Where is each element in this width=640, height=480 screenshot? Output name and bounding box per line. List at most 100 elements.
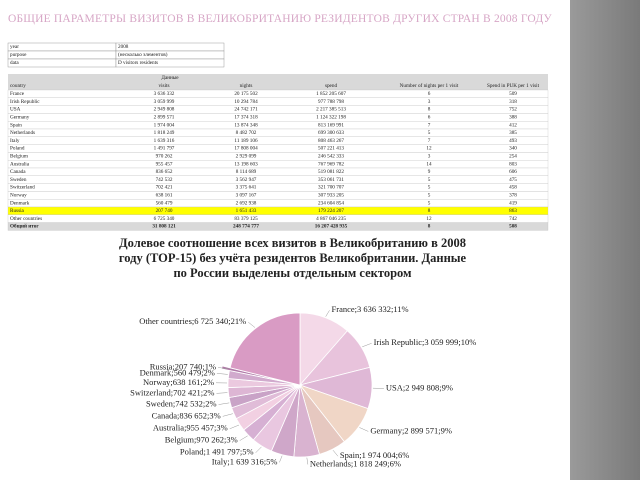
cell: 458: [509, 185, 517, 191]
column-header: Number of nights per 1 visit: [400, 82, 459, 89]
leader-line: [239, 435, 248, 441]
cell: 493: [509, 138, 517, 144]
cell: 3 375 641: [236, 185, 257, 191]
row-label: Общий итог: [10, 223, 39, 230]
cell: 8 114 689: [236, 169, 257, 175]
side-strip: [570, 0, 640, 480]
cell: 318: [509, 99, 517, 105]
group-header: Данные: [161, 75, 179, 81]
slice-label: Norway;638 161;2%: [143, 377, 214, 387]
cell: 5: [428, 177, 431, 183]
cell: 5: [428, 130, 431, 136]
row-label: Belgium: [10, 153, 28, 159]
cell: 606: [509, 169, 517, 175]
column-header: spend: [325, 83, 338, 89]
cell: 808 463 267: [318, 138, 344, 144]
table-row: [7, 206, 549, 215]
filter-cell: [115, 58, 225, 68]
cell: 3 097 167: [236, 192, 257, 198]
cell: 638 161: [156, 192, 173, 198]
cell: 813 169 991: [318, 122, 344, 128]
cell: 2 949 808: [154, 107, 175, 113]
table-row: [7, 97, 549, 106]
cell: 1 124 322 198: [316, 114, 346, 120]
cell: 2 929 099: [236, 153, 257, 159]
cell: 6 725 340: [154, 216, 175, 222]
leader-line: [362, 343, 372, 348]
cell: 10 294 784: [234, 99, 258, 105]
row-label: Italy: [10, 138, 20, 144]
chart-title: Долевое соотношение всех визитов в Велик…: [118, 236, 467, 280]
cell: 507 221 413: [318, 146, 344, 152]
row-label: Australia: [10, 161, 30, 167]
cell: 742 532: [156, 177, 173, 183]
cell: 1 818 249: [154, 130, 175, 136]
slice-label: Russia;207 740;1%: [150, 361, 216, 371]
cell: 378: [509, 192, 517, 198]
slice-label: Germany;2 899 571;9%: [370, 425, 452, 435]
cell: 24 742 171: [234, 107, 258, 113]
cell: 3 636 332: [154, 91, 175, 97]
cell: 519 081 822: [318, 169, 344, 175]
cell: 8: [428, 107, 431, 113]
slice-label: Canada;836 652;3%: [152, 410, 221, 420]
cell: 1 852 205 607: [316, 91, 346, 97]
cell: 13 874 348: [234, 122, 258, 128]
filter-value: (несколько элементов): [118, 51, 168, 58]
cell: 3 562 947: [236, 177, 257, 183]
leader-line: [248, 321, 256, 328]
cell: 254: [509, 153, 517, 159]
leader-line: [229, 424, 240, 430]
filter-value: D visitors residents: [118, 60, 158, 66]
cell: 1 974 004: [154, 122, 175, 128]
cell: 12: [426, 146, 432, 152]
leader-line: [325, 310, 330, 317]
slice-label: Irish Republic;3 059 999;10%: [374, 337, 477, 347]
cell: 702 421: [156, 185, 173, 191]
cell: 17 808 004: [234, 146, 258, 152]
cell: 6: [428, 91, 431, 97]
table-row: [7, 183, 549, 192]
cell: 16 207 428 935: [315, 224, 348, 230]
leader-line: [279, 455, 283, 463]
slice-label: Netherlands;1 818 249;6%: [310, 458, 401, 468]
cell: 83 379 125: [234, 216, 258, 222]
table-header-bg: [8, 74, 548, 90]
slice-label: Italy;1 639 316;5%: [212, 456, 278, 466]
table-row: [7, 152, 549, 161]
leader-line: [359, 427, 369, 432]
slice-label: Australia;955 457;3%: [153, 423, 228, 433]
cell: 246 542 333: [318, 153, 344, 159]
row-label: Canada: [10, 169, 26, 175]
cell: 353 061 731: [318, 177, 344, 183]
cell: 14: [426, 161, 432, 167]
cell: 8: [428, 224, 431, 230]
cell: 1 639 316: [154, 138, 175, 144]
filter-value: 2008: [118, 44, 129, 50]
cell: 3: [428, 153, 431, 159]
cell: 560 479: [156, 200, 173, 206]
cell: 1 651 433: [236, 208, 257, 214]
cell: 7: [428, 138, 431, 144]
row-label: Germany: [10, 114, 30, 120]
cell: 699 300 633: [318, 130, 344, 136]
row-label: Switzerland: [10, 185, 35, 191]
cell: 767 969 782: [318, 161, 344, 167]
filter-key: data: [10, 60, 19, 66]
filter-key: year: [10, 44, 19, 50]
cell: 2 899 571: [154, 114, 175, 120]
cell: 508: [509, 224, 517, 230]
cell: 307 933 205: [318, 192, 344, 198]
row-label: Poland: [10, 146, 25, 152]
table-row: [7, 105, 549, 114]
cell: 385: [509, 130, 517, 136]
table-row: [7, 136, 549, 145]
row-label: Other countries: [10, 216, 42, 222]
table-row: [7, 175, 549, 184]
cell: 475: [509, 177, 517, 183]
leader-line: [255, 446, 262, 453]
cell: 1 491 797: [154, 146, 175, 152]
leader-line: [216, 373, 228, 375]
cell: 509: [509, 91, 517, 97]
